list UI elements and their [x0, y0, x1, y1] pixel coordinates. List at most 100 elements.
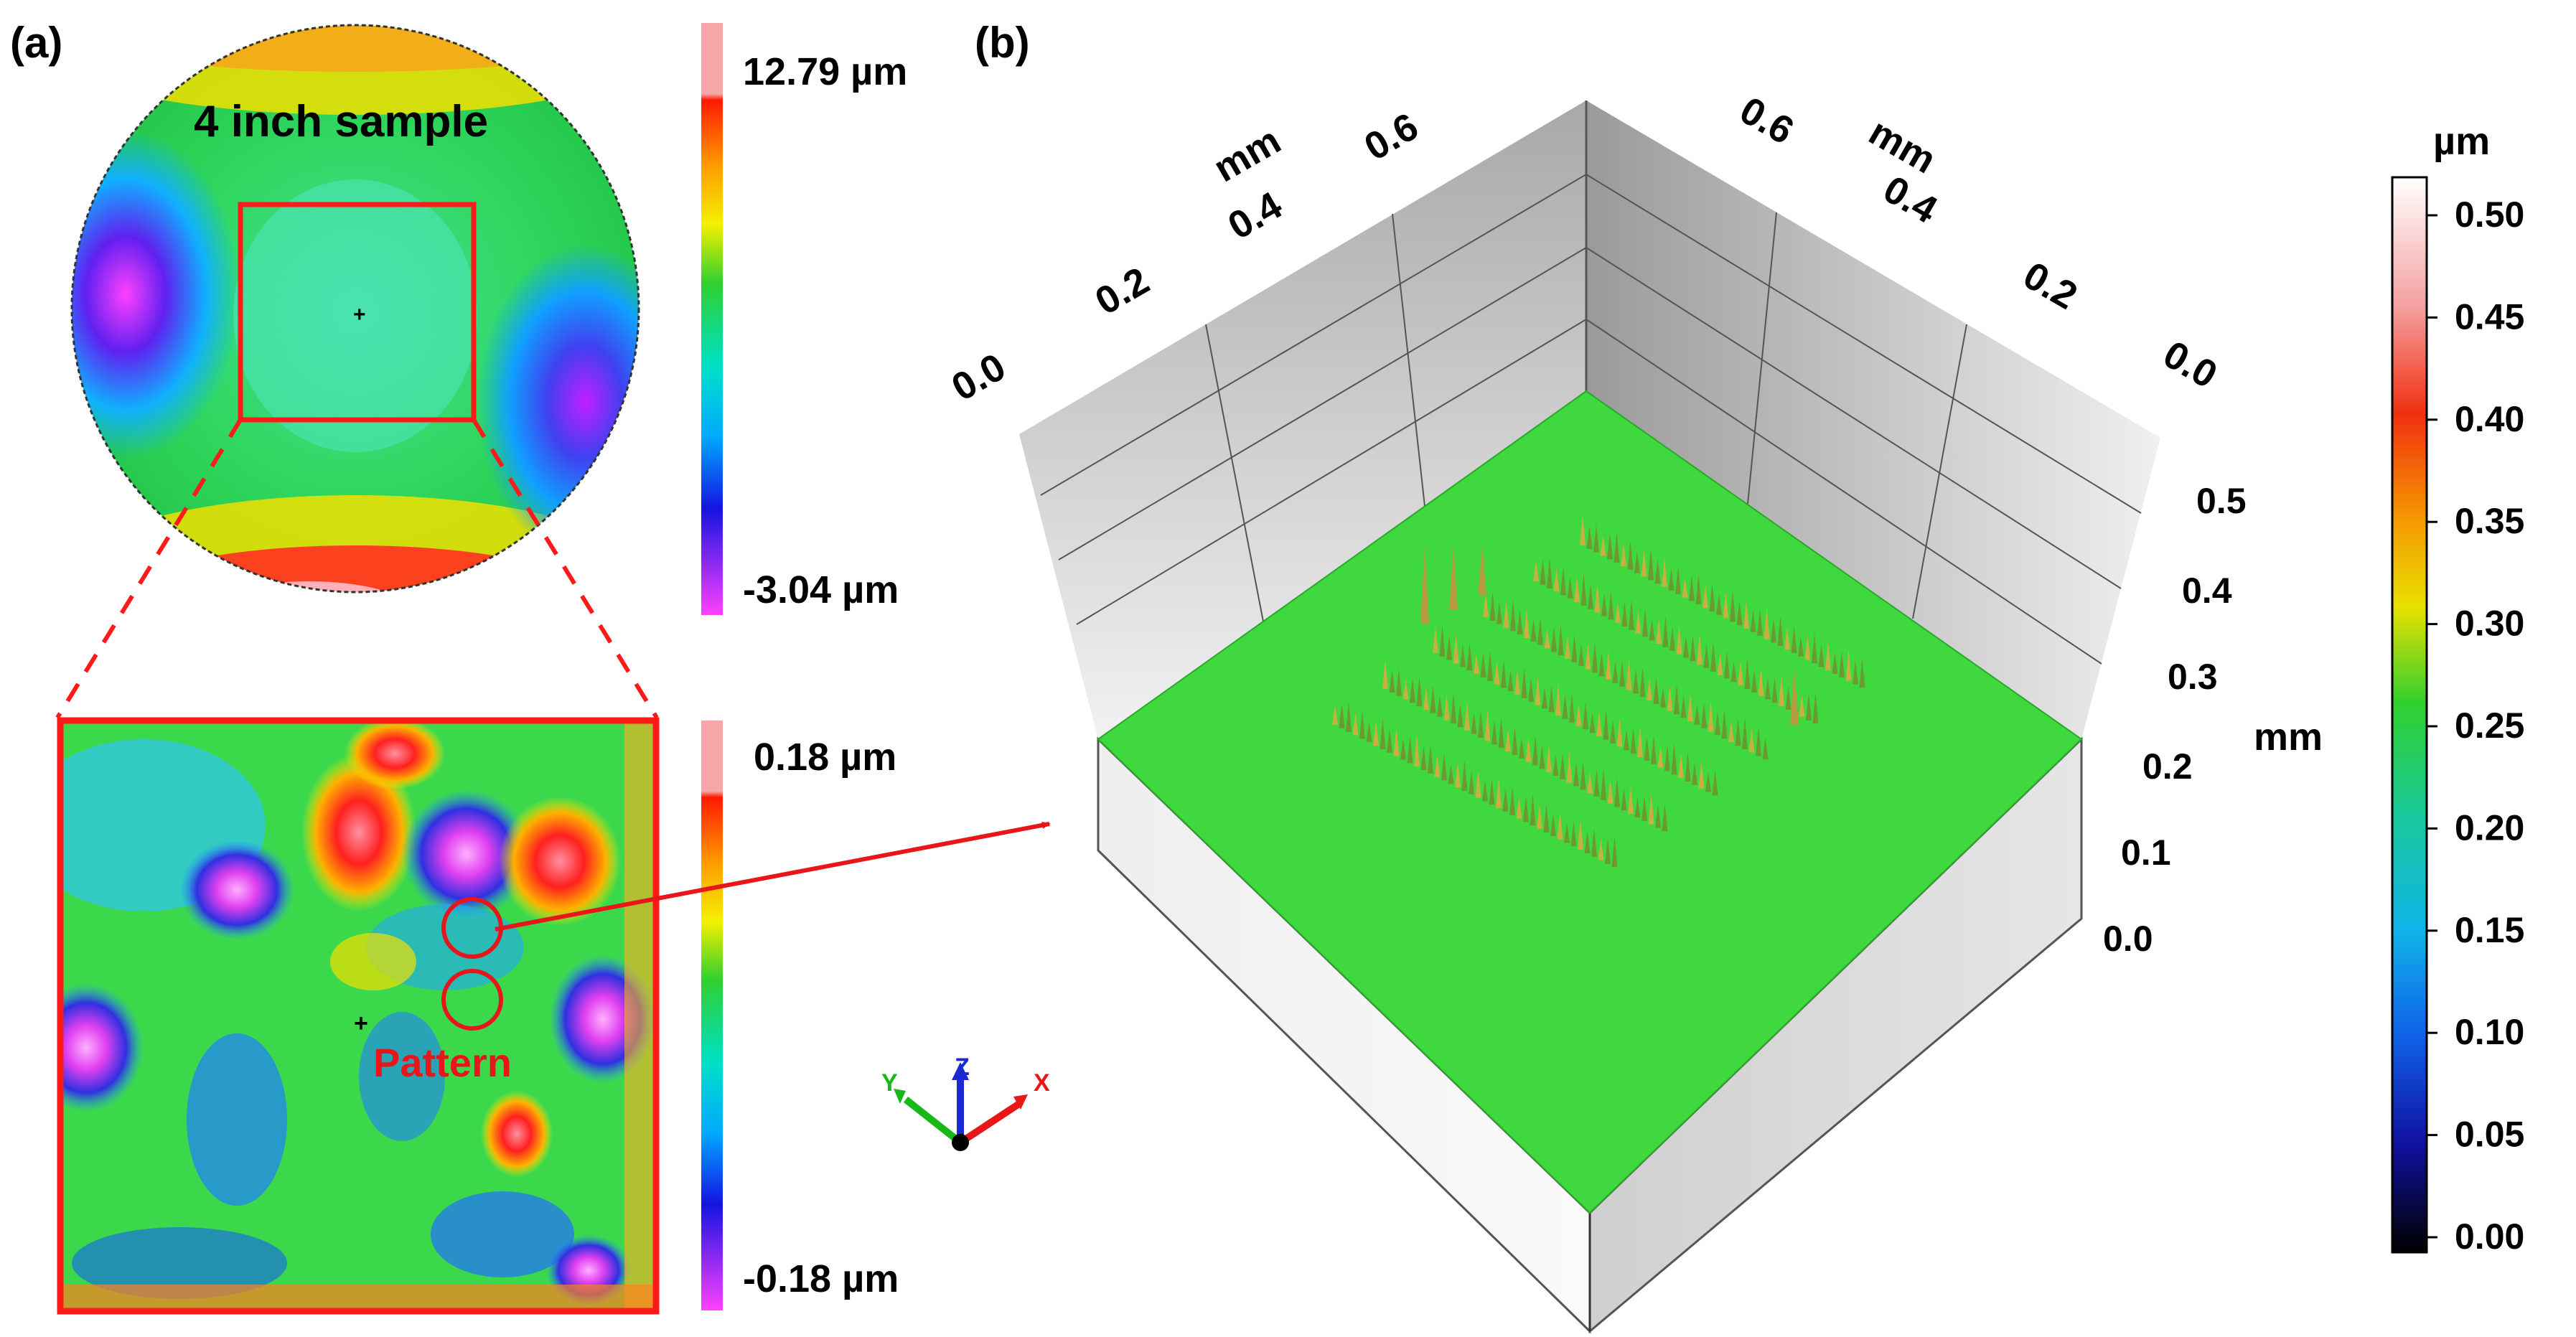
surface-spike	[1525, 736, 1532, 762]
axis-left-tick-2: 0.4	[1221, 184, 1289, 248]
surface-spike	[1614, 777, 1620, 807]
surface-spike	[1621, 601, 1628, 627]
surface-spike	[1669, 627, 1675, 651]
surface-spike	[1627, 540, 1634, 570]
surface-spike	[1587, 771, 1593, 794]
surface-spike	[1503, 601, 1509, 628]
axis-left-unit: mm	[1207, 118, 1288, 190]
axis-triad: Z Y X	[881, 1054, 1050, 1151]
surface-spike	[1629, 599, 1634, 630]
surface-spike	[1346, 701, 1352, 732]
surface-spike	[1560, 566, 1566, 596]
surface-spike	[1416, 676, 1423, 707]
surface-spike	[1591, 828, 1597, 857]
axis-vertical-unit: mm	[2254, 716, 2323, 759]
surface-spike	[1460, 644, 1466, 667]
surface-spike	[1478, 710, 1484, 738]
surface-spike	[1446, 635, 1452, 660]
surface-spike	[1709, 583, 1715, 611]
surface-spike	[1742, 717, 1748, 749]
surface-spike	[1380, 718, 1386, 749]
back-wall-right	[1586, 100, 2160, 739]
surface-spike	[1644, 736, 1650, 761]
surface-spike	[1466, 643, 1473, 671]
surface-spike	[1624, 729, 1629, 751]
surface-spike	[1575, 703, 1582, 726]
surface-spike	[1537, 617, 1543, 645]
zoom-connector-left	[55, 418, 243, 719]
surface-spike	[1616, 718, 1623, 747]
surface-top	[1098, 391, 2081, 1213]
surface-spike	[1751, 669, 1757, 693]
surface-spike	[1859, 659, 1865, 688]
pattern-circle-lower	[441, 969, 503, 1031]
surface-spike	[1676, 625, 1682, 655]
surface-spike	[1634, 797, 1641, 817]
surface-spike	[1664, 744, 1670, 771]
surface-spike	[1389, 670, 1395, 693]
surface-spike	[1662, 558, 1667, 588]
surface-spike	[1441, 753, 1447, 781]
wafer-selection-box	[238, 202, 477, 423]
surface-spike	[1723, 592, 1729, 619]
surface-spike	[1448, 764, 1454, 784]
surface-spike	[1598, 839, 1604, 860]
surface-spike-tall	[1420, 545, 1429, 624]
surface-spike	[1521, 667, 1527, 698]
surface-spike	[1497, 602, 1502, 624]
surface-spike	[1339, 703, 1345, 728]
surface-spike	[1428, 743, 1433, 774]
surface-spike	[1784, 627, 1790, 650]
surface-spike	[1548, 685, 1555, 713]
surface-spike	[1651, 735, 1657, 764]
zoom-colorbar	[701, 721, 723, 1310]
surface-spike	[1487, 650, 1493, 681]
surface-spike	[1537, 804, 1542, 830]
surface-spike	[1505, 729, 1511, 752]
surface-spike	[1484, 709, 1491, 741]
surface-spike	[1507, 670, 1514, 692]
surface-spike	[1539, 746, 1545, 769]
colorbar-b-tick-label: 0.30	[2455, 604, 2524, 644]
surface-spike	[1750, 610, 1756, 632]
axis-right-tick-2: 0.2	[2016, 253, 2084, 318]
surface-spike	[1583, 702, 1588, 730]
surface-spike	[1540, 558, 1546, 585]
wafer-colorbar	[701, 23, 723, 615]
surface-spike	[1654, 559, 1661, 584]
colorbar-b-tick-label: 0.50	[2455, 194, 2524, 235]
axis-vertical-tick-2: 0.3	[2168, 657, 2218, 697]
surface-spike	[1396, 668, 1402, 696]
zoom-colorbar-max: 0.18 µm	[754, 736, 896, 779]
surface-spike	[1593, 524, 1599, 553]
surface-spike	[1839, 651, 1845, 677]
surface-spike	[1580, 761, 1586, 790]
colorbar-b-unit: µm	[2433, 120, 2490, 163]
wall-grid	[1040, 174, 2142, 665]
surface-spike	[1573, 762, 1579, 787]
surface-spike	[1530, 619, 1537, 642]
surface-spike	[1799, 695, 1805, 717]
surface-spike	[1628, 787, 1634, 815]
surface-spike	[1798, 636, 1804, 657]
surface-spike	[1724, 651, 1730, 679]
axis-vertical-tick-1: 0.4	[2182, 571, 2232, 611]
surface-spike	[1702, 585, 1708, 609]
surface-spike	[1791, 625, 1797, 653]
surface-spike	[1744, 658, 1751, 689]
surface-spike	[1407, 736, 1413, 764]
surface-spike	[1812, 633, 1817, 664]
surface-spike	[1667, 685, 1673, 711]
surface-spike	[1619, 660, 1625, 687]
surface-spike	[1437, 695, 1443, 717]
zoom-connector-right	[472, 418, 659, 719]
surface-spike	[1703, 643, 1710, 668]
surface-spike	[1845, 649, 1852, 681]
surface-spike	[1687, 693, 1693, 722]
surface-spike	[1692, 762, 1697, 785]
surface-spike	[1565, 636, 1570, 660]
axis-left-tick-0: 0.0	[945, 345, 1013, 410]
surface-spike	[1423, 687, 1429, 710]
colorbar-b-tick-label: 0.20	[2455, 807, 2524, 848]
